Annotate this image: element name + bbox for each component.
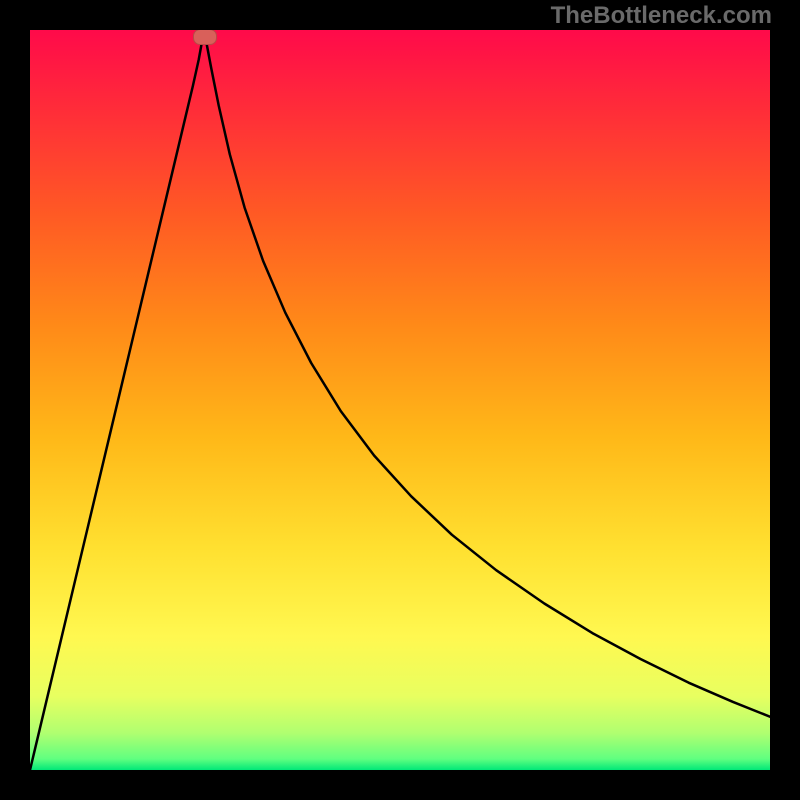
plot-area	[30, 30, 770, 770]
bottleneck-curve	[30, 30, 770, 770]
watermark-text: TheBottleneck.com	[551, 2, 772, 30]
minimum-marker	[193, 30, 217, 45]
curve-path	[30, 30, 770, 770]
chart-container: TheBottleneck.com	[0, 0, 800, 800]
